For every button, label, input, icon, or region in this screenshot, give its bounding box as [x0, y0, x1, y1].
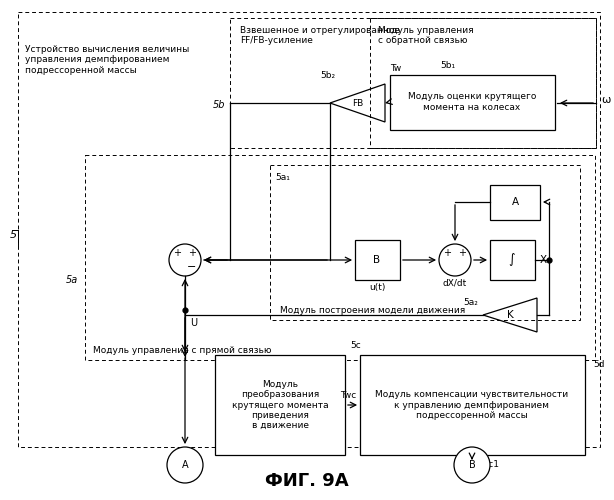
Bar [18, 12, 600, 447]
Text: FB: FB [352, 98, 363, 108]
Text: 5b₂: 5b₂ [320, 71, 335, 80]
Text: A: A [182, 460, 188, 470]
Bar [490, 240, 535, 280]
Text: 5a₁: 5a₁ [275, 173, 290, 182]
Bar [490, 185, 540, 220]
Text: dX/dt: dX/dt [443, 279, 467, 288]
Bar [215, 355, 345, 455]
Text: +: + [443, 248, 451, 258]
Text: B: B [373, 255, 381, 265]
Text: Модуль построения модели движения: Модуль построения модели движения [280, 306, 465, 315]
Text: K: K [507, 310, 513, 320]
Text: Взвешенное и отрегулированное
FF/FB-усиление: Взвешенное и отрегулированное FF/FB-усил… [240, 26, 400, 46]
Text: Модуль оценки крутящего
момента на колесах: Модуль оценки крутящего момента на колес… [408, 92, 536, 112]
Bar [270, 165, 580, 320]
Bar [85, 155, 595, 360]
Text: +: + [458, 248, 466, 258]
Bar [360, 355, 585, 455]
Text: Устройство вычисления величины
управления демпфированием
подрессоренной массы: Устройство вычисления величины управлени… [25, 45, 189, 75]
Text: Tw: Tw [390, 64, 402, 73]
Bar [230, 18, 596, 148]
Text: X: X [540, 255, 546, 265]
Text: B: B [468, 460, 475, 470]
Text: U: U [190, 318, 197, 328]
Text: +: + [188, 248, 196, 258]
Text: ω: ω [601, 95, 610, 105]
Bar [355, 240, 400, 280]
Text: 5c: 5c [350, 341, 361, 350]
Text: Модуль управления с прямой связью: Модуль управления с прямой связью [93, 346, 271, 355]
Circle shape [439, 244, 471, 276]
Text: 5a₂: 5a₂ [463, 298, 478, 307]
Text: Модуль компенсации чувствительности
к управлению демпфированием
подрессоренной м: Модуль компенсации чувствительности к уп… [375, 390, 569, 420]
Circle shape [454, 447, 490, 483]
Text: Twc: Twc [340, 391, 356, 400]
Text: 5b: 5b [212, 100, 225, 110]
Bar [370, 18, 596, 148]
Circle shape [169, 244, 201, 276]
Text: +: + [173, 248, 181, 258]
Bar [390, 75, 555, 130]
Text: −: − [187, 262, 196, 272]
Text: u(t): u(t) [369, 283, 385, 292]
Text: A: A [511, 197, 519, 207]
Text: 5b₁: 5b₁ [440, 61, 455, 70]
Text: Twc1: Twc1 [477, 460, 499, 469]
Text: 5: 5 [10, 230, 17, 240]
Text: Модуль
преобразования
крутящего момента
приведения
в движение: Модуль преобразования крутящего момента … [231, 380, 328, 430]
Text: 5d: 5d [593, 360, 605, 369]
Text: 5a: 5a [66, 275, 78, 285]
Text: ФИГ. 9А: ФИГ. 9А [265, 472, 349, 490]
Text: Модуль управления
с обратной связью: Модуль управления с обратной связью [378, 26, 473, 46]
Text: ∫: ∫ [509, 254, 515, 266]
Circle shape [167, 447, 203, 483]
